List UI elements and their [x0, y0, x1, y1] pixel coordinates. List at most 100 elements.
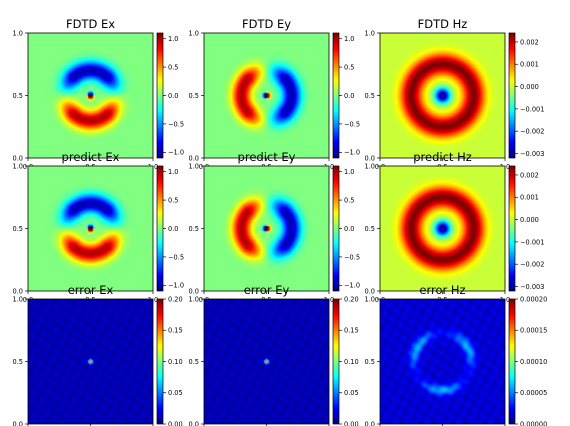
subplot-hz-field-2: FDTD Hz0.00.51.00.00.51.00.0020.0010.000… — [365, 17, 545, 171]
y-tick-label: 1.0 — [13, 295, 24, 303]
colorbar-tick-label: 0.20 — [168, 295, 183, 303]
colorbar-tick-label: 0.00015 — [520, 327, 547, 335]
colorbar-tick-label: −1.0 — [168, 282, 184, 290]
colorbar-tick-label: 0.15 — [168, 327, 183, 335]
colorbar-tick-label: 0.000 — [520, 83, 539, 91]
colorbar-tick-label: 0.00020 — [520, 295, 547, 303]
colorbar-tick-label: −1.0 — [168, 149, 184, 157]
colorbar-tick-label: 0.0 — [168, 225, 179, 233]
colorbar-tick-label: −0.003 — [520, 283, 544, 291]
y-tick-label: 0.0 — [13, 154, 24, 162]
colorbar-tick-label: −0.001 — [520, 238, 544, 246]
y-tick-label: 0.0 — [365, 287, 376, 295]
colorbar-tick-label: 0.5 — [344, 63, 355, 71]
colorbar-tick-label: 0.00000 — [520, 420, 547, 426]
colorbar-tick-label: −1.0 — [344, 149, 360, 157]
subplot-ey-field-1: FDTD Ey0.00.51.00.00.51.01.00.50.0−0.5−1… — [189, 17, 361, 171]
colorbar-tick-label: −0.002 — [520, 261, 544, 269]
colorbar-tick-label: 0.05 — [344, 389, 359, 397]
colorbar-tick-label: 0.20 — [344, 295, 359, 303]
colorbar-tick-label: 1.0 — [168, 168, 179, 176]
y-tick-label: 1.0 — [189, 162, 200, 170]
colorbar-tick-label: 1.0 — [344, 35, 355, 43]
colorbar — [157, 166, 163, 291]
colorbar-tick-label: −0.001 — [520, 105, 544, 113]
y-tick-label: 0.5 — [189, 358, 200, 366]
colorbar-tick-label: −0.5 — [344, 253, 360, 261]
colorbar-tick-label: 0.0 — [344, 92, 355, 100]
colorbar-tick-label: 0.001 — [520, 61, 539, 69]
subplot-ex-field-0: FDTD Ex0.00.51.00.00.51.01.00.50.0−0.5−1… — [13, 17, 185, 171]
subplot-title: predict Ey — [238, 150, 296, 164]
colorbar-tick-label: 0.0 — [168, 92, 179, 100]
subplot-title: predict Ex — [62, 150, 120, 164]
colorbar-tick-label: 0.000 — [520, 216, 539, 224]
y-tick-label: 0.5 — [13, 225, 24, 233]
y-tick-label: 0.0 — [189, 287, 200, 295]
heatmap-image — [204, 299, 329, 424]
heatmap-image — [380, 299, 505, 424]
y-tick-label: 0.5 — [365, 92, 376, 100]
y-tick-label: 1.0 — [365, 162, 376, 170]
y-tick-label: 0.5 — [365, 358, 376, 366]
colorbar-tick-label: −1.0 — [344, 282, 360, 290]
colorbar-tick-label: 0.10 — [168, 358, 183, 366]
colorbar-tick-label: −0.5 — [168, 120, 184, 128]
y-tick-label: 1.0 — [13, 29, 24, 37]
subplot-title: FDTD Hz — [418, 17, 468, 31]
colorbar-tick-label: 0.001 — [520, 194, 539, 202]
colorbar-tick-label: 1.0 — [344, 168, 355, 176]
colorbar-tick-label: −0.002 — [520, 128, 544, 136]
colorbar-tick-label: −0.5 — [168, 253, 184, 261]
colorbar-tick-label: 1.0 — [168, 35, 179, 43]
y-tick-label: 1.0 — [189, 29, 200, 37]
heatmap-image — [28, 33, 153, 158]
colorbar-tick-label: 0.00005 — [520, 389, 547, 397]
colorbar — [509, 166, 515, 291]
colorbar — [509, 299, 515, 424]
colorbar-tick-label: 0.002 — [520, 171, 539, 179]
y-tick-label: 0.5 — [13, 92, 24, 100]
subplot-hz-error-8: error Hz0.00.51.00.00.51.00.000200.00015… — [365, 283, 547, 426]
colorbar-tick-label: 0.10 — [344, 358, 359, 366]
subplot-title: FDTD Ey — [242, 17, 291, 31]
subplot-ex-field-3: predict Ex0.00.51.00.00.51.01.00.50.0−0.… — [13, 150, 185, 304]
colorbar-tick-label: 0.5 — [344, 196, 355, 204]
heatmap-image — [28, 299, 153, 424]
y-tick-label: 0.0 — [13, 287, 24, 295]
y-tick-label: 1.0 — [189, 295, 200, 303]
y-tick-label: 1.0 — [365, 29, 376, 37]
y-tick-label: 1.0 — [365, 295, 376, 303]
heatmap-image — [380, 33, 505, 158]
y-tick-label: 0.0 — [189, 420, 200, 426]
y-tick-label: 0.0 — [13, 420, 24, 426]
colorbar — [333, 33, 339, 158]
colorbar — [333, 299, 339, 424]
colorbar-tick-label: 0.5 — [168, 196, 179, 204]
subplot-title: error Ey — [244, 283, 290, 297]
y-tick-label: 0.0 — [189, 154, 200, 162]
subplot-ey-error-7: error Ey0.00.51.00.00.51.00.200.150.100.… — [189, 283, 359, 426]
heatmap-image — [28, 166, 153, 291]
y-tick-label: 0.5 — [189, 92, 200, 100]
colorbar-tick-label: −0.5 — [344, 120, 360, 128]
colorbar-tick-label: 0.00010 — [520, 358, 547, 366]
colorbar — [157, 299, 163, 424]
colorbar-tick-label: 0.15 — [344, 327, 359, 335]
colorbar-frame — [508, 165, 516, 292]
heatmap-image — [204, 166, 329, 291]
y-tick-label: 0.5 — [13, 358, 24, 366]
heatmap-image — [204, 33, 329, 158]
subplot-ey-field-4: predict Ey0.00.51.00.00.51.01.00.50.0−0.… — [189, 150, 361, 304]
colorbar-tick-label: 0.5 — [168, 63, 179, 71]
colorbar-tick-label: −0.003 — [520, 150, 544, 158]
y-tick-label: 1.0 — [13, 162, 24, 170]
subplot-title: error Ex — [68, 283, 114, 297]
y-tick-label: 0.0 — [365, 154, 376, 162]
subplot-title: FDTD Ex — [66, 17, 115, 31]
colorbar — [509, 33, 515, 158]
colorbar-frame — [508, 32, 516, 159]
colorbar-tick-label: 0.002 — [520, 38, 539, 46]
y-tick-label: 0.5 — [189, 225, 200, 233]
subplot-ex-error-6: error Ex0.00.51.00.00.51.00.200.150.100.… — [13, 283, 183, 426]
